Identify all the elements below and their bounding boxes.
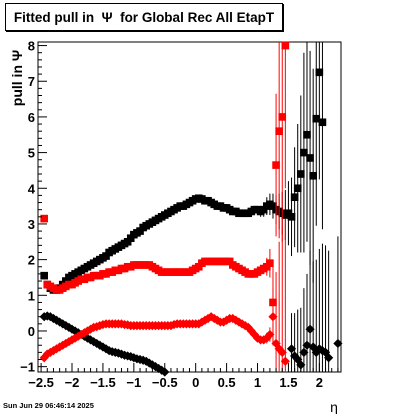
data-point-square	[303, 130, 311, 139]
data-point-square	[281, 41, 290, 50]
data-point-diamond	[286, 344, 297, 354]
data-point-diamond	[98, 342, 108, 352]
data-point-square	[275, 127, 283, 135]
data-point-diamond	[203, 313, 213, 324]
data-point-diamond	[55, 317, 65, 327]
y-tick-label: 8	[28, 39, 35, 54]
y-tick-label: 1	[28, 288, 35, 303]
chart-title: Fitted pull in Ψ for Global Rec All Etap…	[5, 3, 283, 31]
y-tick-label: 7	[28, 74, 35, 89]
data-point-diamond	[333, 338, 343, 349]
y-tick-label: 2	[28, 253, 35, 268]
data-point-diamond	[45, 347, 55, 357]
data-point-diamond	[197, 317, 207, 327]
data-point-diamond	[320, 347, 331, 357]
data-point-diamond	[280, 356, 290, 366]
data-point-diamond	[311, 347, 321, 357]
data-point-diamond	[228, 313, 238, 324]
x-tick-label: −2.5	[28, 375, 54, 390]
data-point-diamond	[58, 340, 68, 350]
data-point-square	[278, 113, 287, 121]
data-point-diamond	[290, 351, 300, 361]
data-point-diamond	[218, 317, 229, 327]
data-point-diamond	[305, 324, 315, 334]
date-stamp: Sun Jun 29 06:46:14 2025	[3, 401, 94, 410]
data-point-diamond	[48, 313, 59, 324]
data-point-diamond	[51, 344, 62, 354]
data-point-square	[40, 271, 48, 280]
data-point-diamond	[64, 322, 74, 333]
x-tick-label: −1.5	[90, 375, 116, 390]
data-point-diamond	[150, 362, 161, 372]
y-tick-label: 5	[28, 146, 35, 161]
data-point-diamond	[314, 344, 324, 354]
data-point-square	[40, 214, 48, 223]
y-tick-label: 0	[28, 324, 35, 339]
data-point-square	[293, 184, 302, 193]
y-tick-label: −1	[20, 360, 35, 375]
y-axis-label: pull in Ψ	[9, 50, 25, 106]
data-point-diamond	[265, 329, 275, 340]
x-axis-label: η	[330, 399, 338, 414]
data-point-square	[297, 170, 305, 178]
data-point-diamond	[48, 345, 59, 356]
data-point-diamond	[296, 360, 306, 370]
data-point-diamond	[234, 317, 244, 327]
data-point-square	[306, 154, 314, 162]
x-tick-label: −1	[126, 375, 141, 390]
data-point-diamond	[157, 365, 167, 375]
data-point-diamond	[240, 321, 250, 331]
data-point-square	[300, 148, 308, 157]
x-tick-label: 1	[254, 375, 261, 390]
data-point-diamond	[144, 358, 154, 368]
axis-ticks: −2.5 −2 −1.5 −1 −0.5 0 0.5 1 1.5 2 −1 0 1 2 3 4 5 6 7 8	[20, 39, 339, 390]
data-point-diamond	[70, 326, 80, 336]
data-point-diamond	[73, 331, 83, 341]
data-point-diamond	[89, 337, 99, 347]
data-point-square	[287, 213, 296, 221]
data-point-diamond	[67, 324, 77, 334]
data-point-square	[312, 114, 321, 123]
x-tick-label: 1.5	[279, 375, 297, 390]
x-tick-label: 0	[192, 375, 199, 390]
data-point-diamond	[246, 326, 256, 336]
data-point-diamond	[55, 342, 65, 352]
data-point-diamond	[249, 329, 260, 340]
data-point-square	[290, 193, 299, 201]
data-point-square	[309, 171, 317, 180]
data-point-diamond	[64, 337, 74, 347]
data-point-square	[266, 259, 274, 267]
data-point-square	[318, 118, 327, 127]
data-point-diamond	[252, 333, 263, 343]
x-tick-label: 0.5	[218, 375, 236, 390]
data-point-diamond	[243, 322, 253, 333]
y-tick-label: 4	[28, 181, 36, 196]
y-tick-label: 3	[28, 217, 35, 232]
x-tick-label: −0.5	[152, 375, 178, 390]
data-marks	[39, 41, 343, 377]
data-point-diamond	[67, 335, 77, 345]
data-point-square	[272, 161, 280, 169]
data-point-diamond	[209, 313, 219, 324]
data-point-diamond	[277, 347, 287, 357]
data-point-diamond	[61, 338, 71, 349]
data-point-diamond	[61, 321, 71, 331]
x-tick-label: −2	[65, 375, 80, 390]
data-point-square	[315, 68, 324, 77]
x-tick-label: 2	[316, 375, 323, 390]
data-point-diamond	[259, 335, 269, 345]
data-point-diamond	[299, 347, 309, 357]
data-point-diamond	[324, 353, 334, 363]
data-point-diamond	[268, 312, 278, 322]
y-tick-label: 6	[28, 110, 35, 125]
